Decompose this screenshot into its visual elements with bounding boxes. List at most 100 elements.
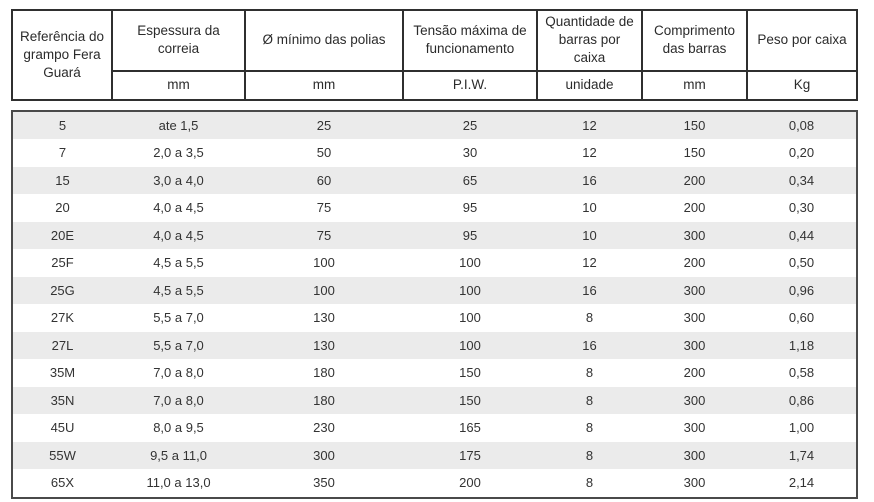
cell-referencia: 45U bbox=[12, 414, 112, 442]
cell-espessura: 4,5 a 5,5 bbox=[112, 276, 245, 305]
cell-peso: 0,96 bbox=[747, 276, 857, 305]
table-row: 65X 11,0 a 13,0 350 200 8 300 2,14 bbox=[12, 469, 857, 498]
header-title-row: Referência do grampo Fera Guará Espessur… bbox=[11, 9, 858, 101]
cell-comprimento: 300 bbox=[642, 469, 747, 498]
cell-referencia: 20 bbox=[12, 194, 112, 222]
cell-referencia: 7 bbox=[12, 139, 112, 167]
table-row: 20 4,0 a 4,5 75 95 10 200 0,30 bbox=[12, 194, 857, 222]
cell-peso: 0,20 bbox=[747, 139, 857, 167]
cell-diametro_minimo: 100 bbox=[245, 276, 403, 305]
cell-diametro_minimo: 130 bbox=[245, 304, 403, 332]
cell-referencia: 65X bbox=[12, 469, 112, 498]
header-tensao-maxima: Tensão máxima de funcionamento bbox=[402, 9, 538, 72]
cell-tensao_maxima: 100 bbox=[403, 331, 537, 360]
cell-comprimento: 200 bbox=[642, 249, 747, 277]
cell-espessura: 7,0 a 8,0 bbox=[112, 359, 245, 387]
header-peso: Peso por caixa bbox=[746, 9, 858, 72]
cell-espessura: 9,5 a 11,0 bbox=[112, 441, 245, 470]
cell-quantidade: 16 bbox=[537, 276, 642, 305]
cell-tensao_maxima: 95 bbox=[403, 194, 537, 222]
cell-peso: 0,60 bbox=[747, 304, 857, 332]
unit-quantidade: unidade bbox=[536, 69, 643, 101]
cell-quantidade: 8 bbox=[537, 304, 642, 332]
cell-diametro_minimo: 50 bbox=[245, 139, 403, 167]
table-row: 5 ate 1,5 25 25 12 150 0,08 bbox=[12, 110, 857, 140]
table-row: 35M 7,0 a 8,0 180 150 8 200 0,58 bbox=[12, 359, 857, 387]
cell-tensao_maxima: 150 bbox=[403, 386, 537, 415]
header-body-gap bbox=[11, 101, 858, 110]
cell-espessura: ate 1,5 bbox=[112, 110, 245, 140]
cell-comprimento: 300 bbox=[642, 441, 747, 470]
cell-diametro_minimo: 25 bbox=[245, 110, 403, 140]
cell-espessura: 8,0 a 9,5 bbox=[112, 414, 245, 442]
cell-peso: 0,30 bbox=[747, 194, 857, 222]
cell-quantidade: 8 bbox=[537, 441, 642, 470]
cell-peso: 1,18 bbox=[747, 331, 857, 360]
table-row: 25G 4,5 a 5,5 100 100 16 300 0,96 bbox=[12, 276, 857, 305]
cell-peso: 0,58 bbox=[747, 359, 857, 387]
table-row: 20E 4,0 a 4,5 75 95 10 300 0,44 bbox=[12, 221, 857, 250]
cell-quantidade: 16 bbox=[537, 166, 642, 195]
cell-comprimento: 300 bbox=[642, 276, 747, 305]
cell-espessura: 4,0 a 4,5 bbox=[112, 194, 245, 222]
cell-diametro_minimo: 350 bbox=[245, 469, 403, 498]
cell-comprimento: 200 bbox=[642, 194, 747, 222]
table-row: 45U 8,0 a 9,5 230 165 8 300 1,00 bbox=[12, 414, 857, 442]
cell-diametro_minimo: 230 bbox=[245, 414, 403, 442]
cell-referencia: 35N bbox=[12, 386, 112, 415]
cell-referencia: 55W bbox=[12, 441, 112, 470]
cell-tensao_maxima: 150 bbox=[403, 359, 537, 387]
cell-espessura: 11,0 a 13,0 bbox=[112, 469, 245, 498]
cell-quantidade: 12 bbox=[537, 110, 642, 140]
header-unit-row: mm mm P.I.W. unidade mm Kg bbox=[12, 69, 858, 101]
cell-tensao_maxima: 175 bbox=[403, 441, 537, 470]
table-row: 35N 7,0 a 8,0 180 150 8 300 0,86 bbox=[12, 386, 857, 415]
cell-quantidade: 8 bbox=[537, 386, 642, 415]
cell-diametro_minimo: 60 bbox=[245, 166, 403, 195]
cell-referencia: 35M bbox=[12, 359, 112, 387]
cell-referencia: 25F bbox=[12, 249, 112, 277]
cell-referencia: 25G bbox=[12, 276, 112, 305]
cell-quantidade: 16 bbox=[537, 331, 642, 360]
cell-tensao_maxima: 30 bbox=[403, 139, 537, 167]
cell-diametro_minimo: 130 bbox=[245, 331, 403, 360]
unit-peso: Kg bbox=[746, 69, 858, 101]
cell-peso: 0,50 bbox=[747, 249, 857, 277]
header-espessura: Espessura da correia bbox=[111, 9, 246, 72]
cell-quantidade: 8 bbox=[537, 469, 642, 498]
cell-peso: 1,74 bbox=[747, 441, 857, 470]
table-row: 15 3,0 a 4,0 60 65 16 200 0,34 bbox=[12, 166, 857, 195]
cell-quantidade: 10 bbox=[537, 194, 642, 222]
cell-comprimento: 300 bbox=[642, 414, 747, 442]
table-row: 7 2,0 a 3,5 50 30 12 150 0,20 bbox=[12, 139, 857, 167]
cell-referencia: 27K bbox=[12, 304, 112, 332]
cell-espessura: 3,0 a 4,0 bbox=[112, 166, 245, 195]
cell-quantidade: 8 bbox=[537, 414, 642, 442]
cell-quantidade: 10 bbox=[537, 221, 642, 250]
cell-referencia: 20E bbox=[12, 221, 112, 250]
cell-comprimento: 300 bbox=[642, 331, 747, 360]
cell-comprimento: 300 bbox=[642, 386, 747, 415]
header-diametro-minimo: Ø mínimo das polias bbox=[244, 9, 404, 72]
cell-peso: 0,86 bbox=[747, 386, 857, 415]
spec-table-body: 5 ate 1,5 25 25 12 150 0,08 7 2,0 a 3,5 50 30 12 150… bbox=[12, 110, 857, 498]
cell-tensao_maxima: 100 bbox=[403, 304, 537, 332]
spec-table: 5 ate 1,5 25 25 12 150 0,08 7 2,0 a 3,5 50 30 12 150… bbox=[11, 109, 858, 499]
cell-comprimento: 200 bbox=[642, 166, 747, 195]
cell-espessura: 4,5 a 5,5 bbox=[112, 249, 245, 277]
cell-peso: 0,44 bbox=[747, 221, 857, 250]
cell-referencia: 27L bbox=[12, 331, 112, 360]
cell-diametro_minimo: 75 bbox=[245, 221, 403, 250]
cell-peso: 2,14 bbox=[747, 469, 857, 498]
unit-tensao-maxima: P.I.W. bbox=[402, 69, 538, 101]
cell-comprimento: 300 bbox=[642, 221, 747, 250]
cell-diametro_minimo: 300 bbox=[245, 441, 403, 470]
cell-diametro_minimo: 100 bbox=[245, 249, 403, 277]
cell-tensao_maxima: 165 bbox=[403, 414, 537, 442]
clamp-spec-table: Referência do grampo Fera Guará Espessur… bbox=[11, 9, 858, 499]
header-referencia: Referência do grampo Fera Guará bbox=[11, 9, 113, 101]
spec-table-header: Referência do grampo Fera Guará Espessur… bbox=[11, 9, 858, 101]
cell-peso: 1,00 bbox=[747, 414, 857, 442]
table-row: 27K 5,5 a 7,0 130 100 8 300 0,60 bbox=[12, 304, 857, 332]
cell-espessura: 2,0 a 3,5 bbox=[112, 139, 245, 167]
